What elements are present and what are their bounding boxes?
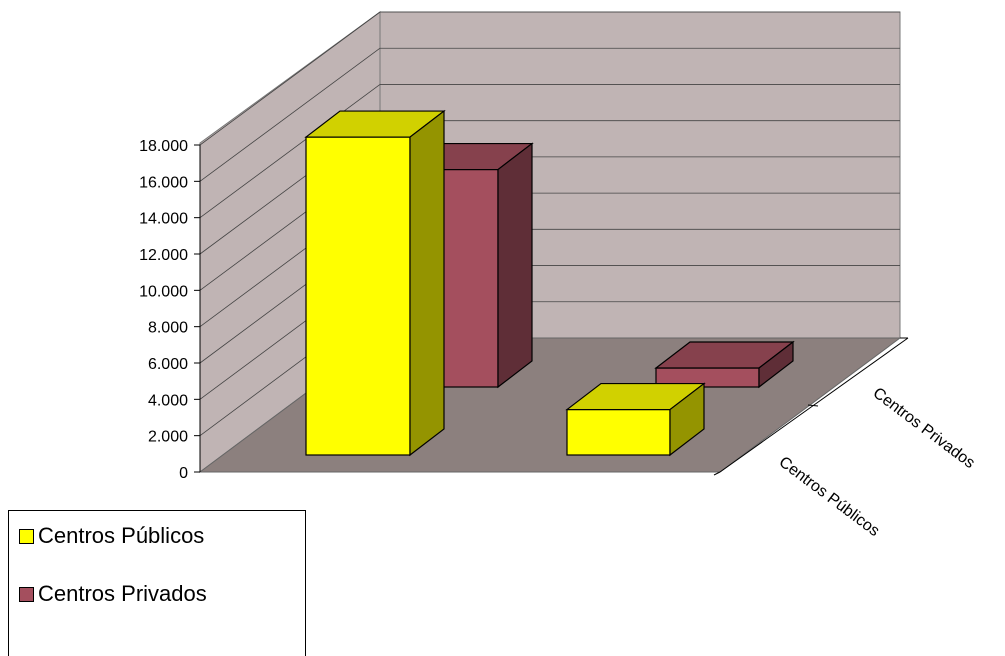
y-tick-label: 8.000 bbox=[148, 320, 188, 337]
legend-label-privados: Centros Privados bbox=[38, 581, 207, 606]
gridline-side bbox=[199, 47, 381, 182]
y-tick-label: 10.000 bbox=[139, 283, 188, 300]
bar-side-face bbox=[758, 340, 794, 389]
legend-entry-publicos: Centros Públicos bbox=[19, 523, 204, 549]
y-tick-label: 18.000 bbox=[139, 138, 188, 155]
y-tick-label: 6.000 bbox=[148, 356, 188, 373]
chart-walls bbox=[198, 11, 902, 473]
bar-0-0 bbox=[304, 109, 446, 457]
y-tick-label: 14.000 bbox=[139, 211, 188, 228]
legend-swatch-publicos bbox=[19, 528, 34, 544]
depth-tick bbox=[713, 471, 721, 476]
y-tick-label: 4.000 bbox=[148, 392, 188, 409]
bar-side-face bbox=[409, 109, 445, 457]
bars bbox=[304, 109, 795, 457]
y-axis: 0 2.000 4.000 6.000 8.000 10.000 12.000 14.000 1… bbox=[139, 138, 201, 482]
legend: Centros Públicos Centros Privados bbox=[8, 510, 306, 656]
gridline-side bbox=[199, 11, 381, 146]
bar-1-0 bbox=[408, 142, 534, 389]
y-tick-label: 0 bbox=[179, 465, 188, 482]
depth-tick bbox=[807, 404, 819, 407]
bar-1-1 bbox=[654, 340, 795, 389]
legend-entry-privados: Centros Privados bbox=[19, 581, 207, 607]
bar-side-face bbox=[669, 382, 705, 457]
bar-front-face bbox=[566, 408, 671, 456]
depth-axis-line bbox=[719, 337, 909, 473]
bar-front-face bbox=[305, 136, 411, 456]
y-tick-label: 12.000 bbox=[139, 247, 188, 264]
legend-swatch-privados bbox=[19, 586, 34, 602]
y-tick-label: 16.000 bbox=[139, 174, 188, 191]
category-label: Centros Privados bbox=[870, 385, 978, 472]
y-tick-label: 2.000 bbox=[148, 429, 188, 446]
gridline-side bbox=[199, 84, 381, 218]
category-label: Centros Públicos bbox=[776, 454, 883, 540]
bar-side-face bbox=[497, 142, 533, 389]
bar-0-1 bbox=[565, 382, 706, 457]
legend-label-publicos: Centros Públicos bbox=[38, 523, 205, 548]
